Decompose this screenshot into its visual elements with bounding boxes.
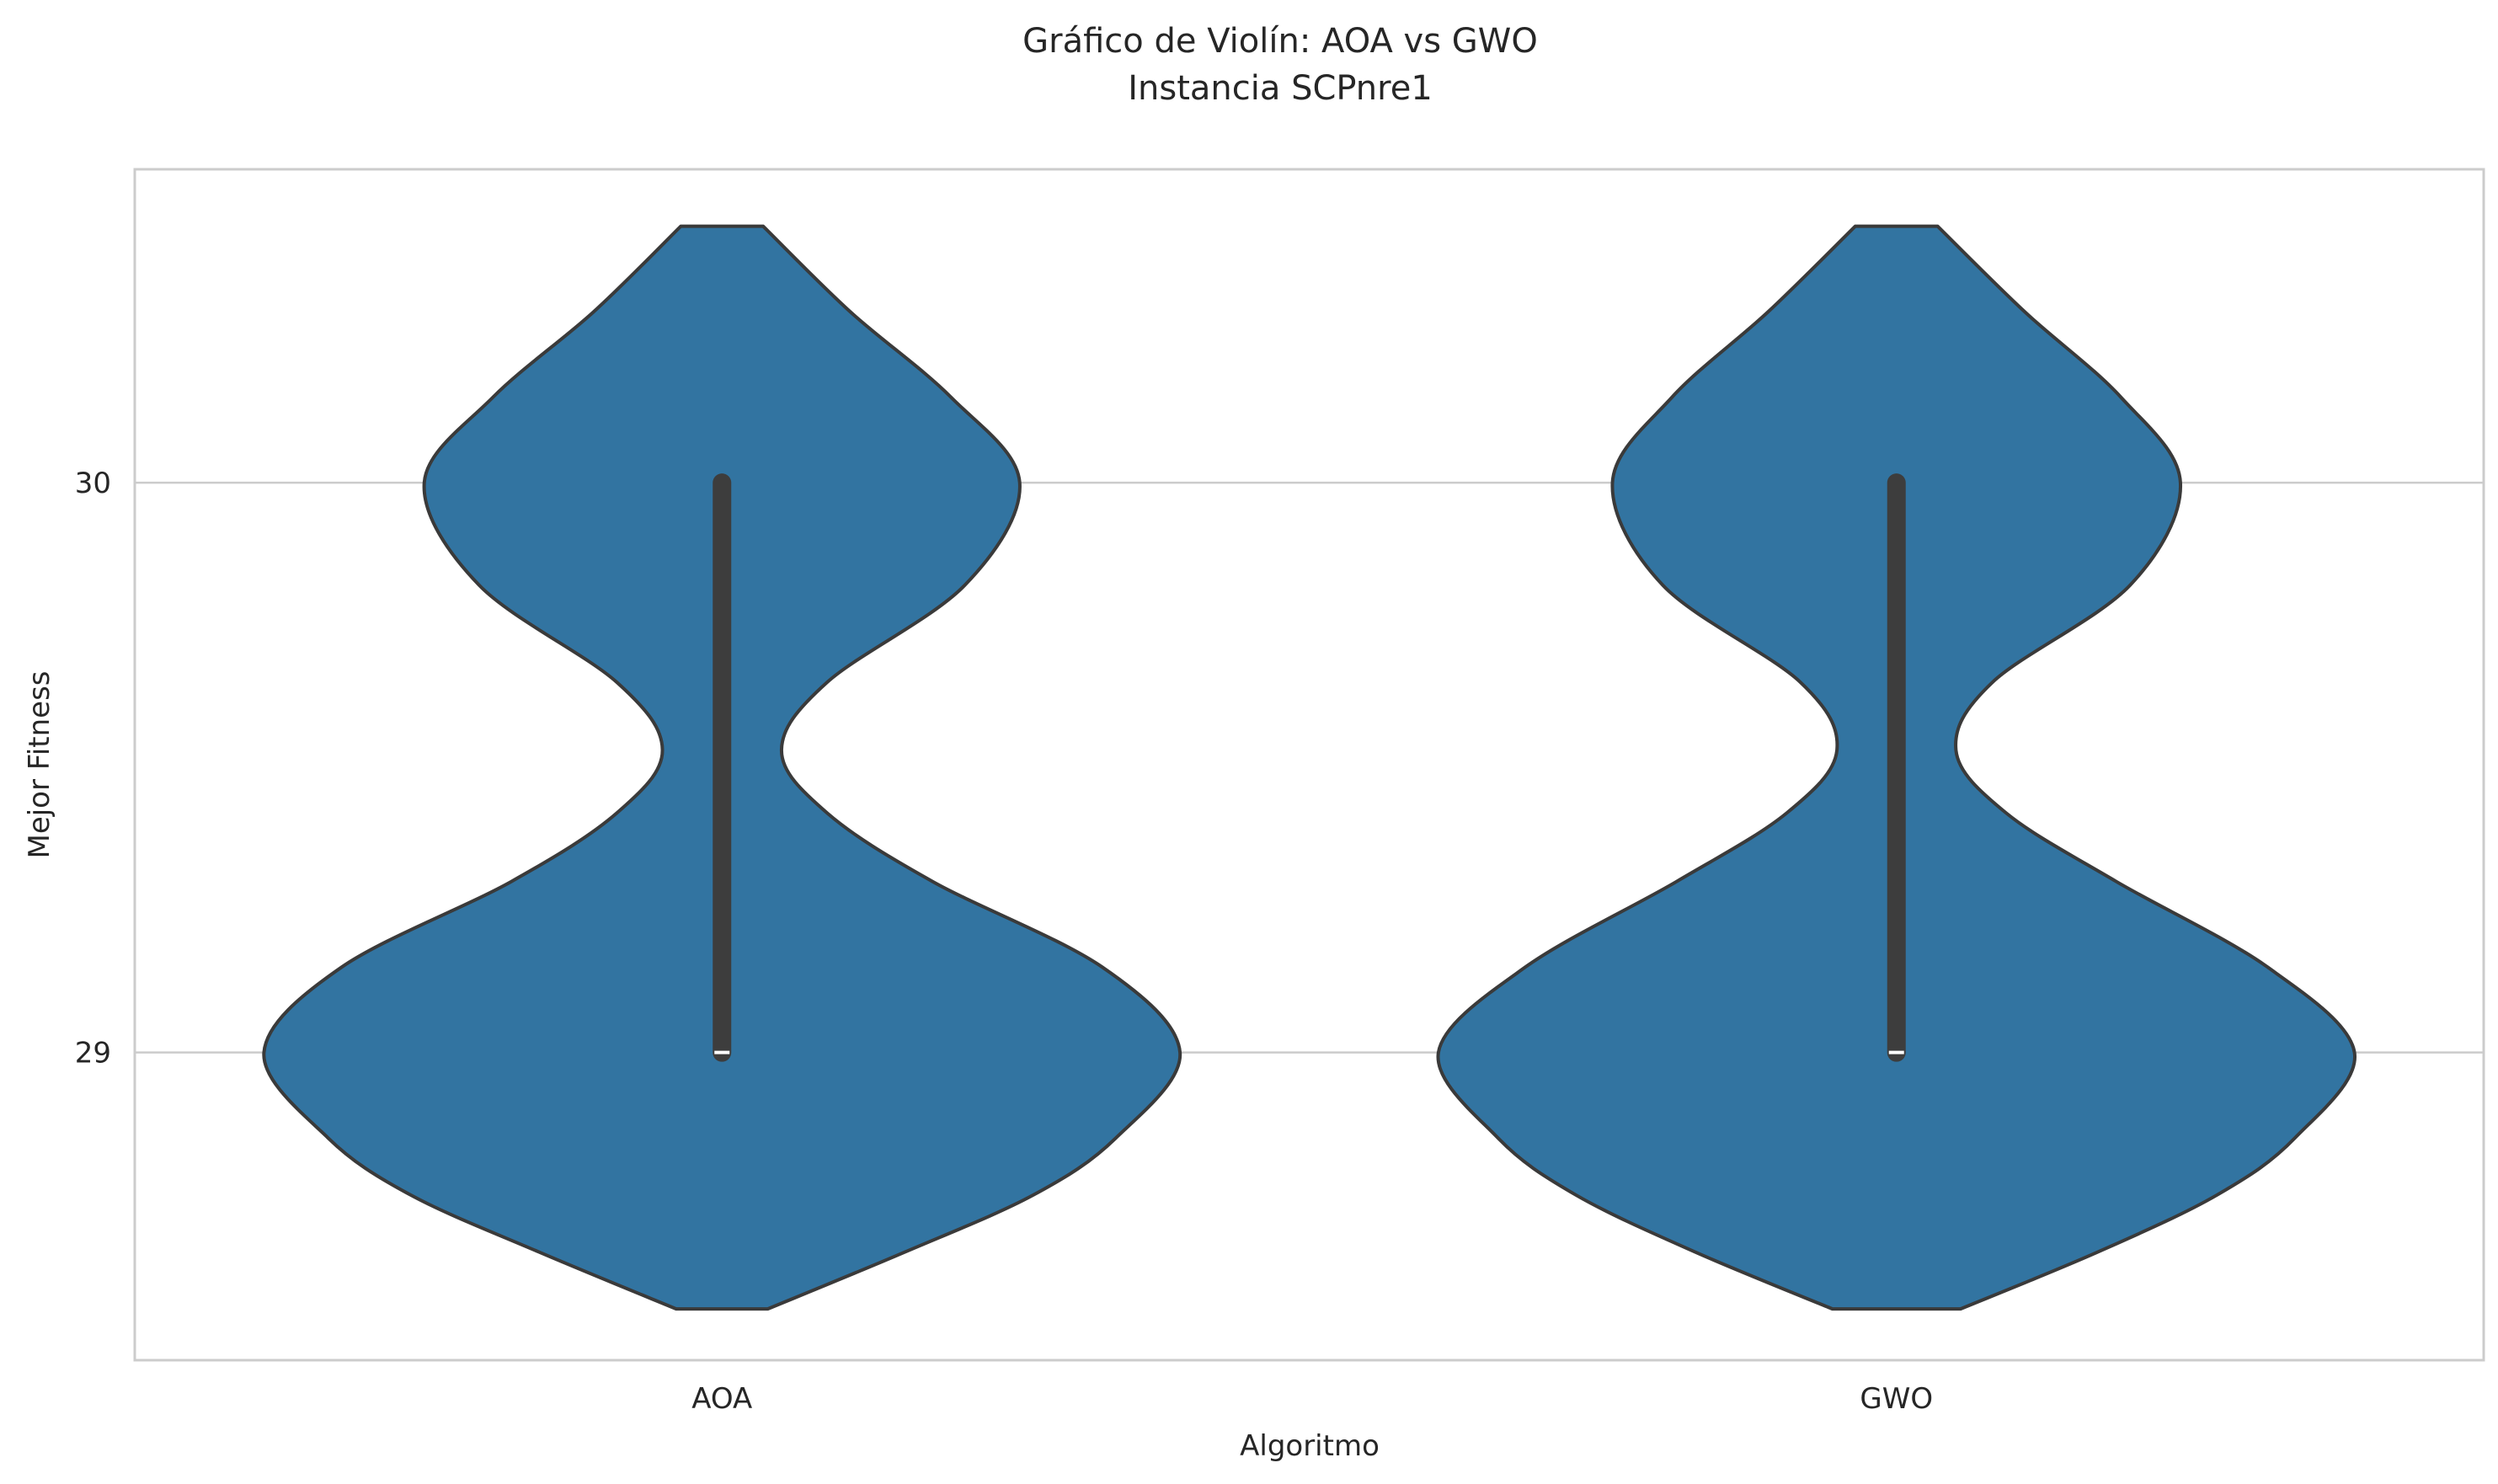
x-axis-label: Algoritmo xyxy=(1240,1429,1380,1463)
y-tick-label: 30 xyxy=(75,467,111,500)
y-tick-label: 29 xyxy=(75,1037,111,1070)
x-tick-label-aoa: AOA xyxy=(691,1382,752,1416)
x-tick-label-gwo: GWO xyxy=(1860,1382,1933,1416)
y-axis-label: Mejor Fitness xyxy=(23,670,56,858)
plot-frame xyxy=(133,168,2485,1362)
y-tick-labels: 29 30 xyxy=(75,467,111,1070)
chart-title: Gráfico de Violín: AOA vs GWO xyxy=(1022,22,1538,61)
inner-boxes xyxy=(713,473,1906,1062)
x-tick-labels: AOA GWO xyxy=(691,1382,1933,1416)
violins xyxy=(262,224,2357,1311)
chart-subtitle: Instancia SCPnre1 xyxy=(1128,69,1433,108)
